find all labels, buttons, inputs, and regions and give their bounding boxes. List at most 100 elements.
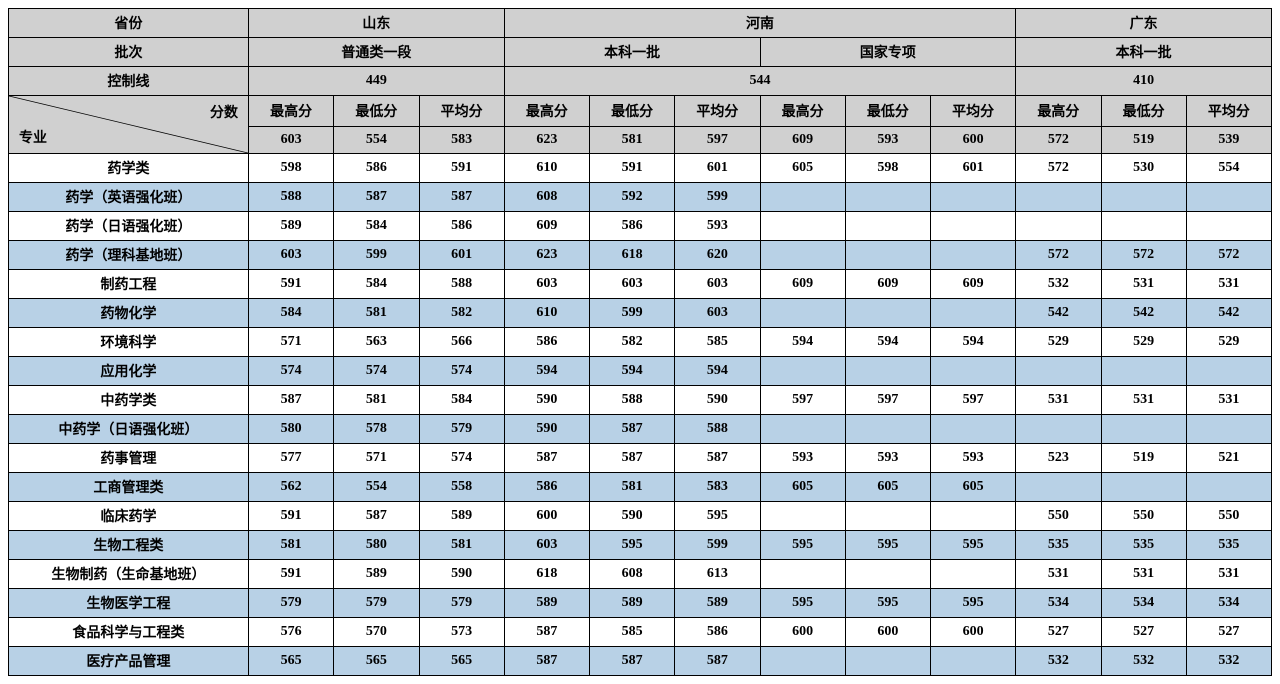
batch-label: 批次 (9, 38, 249, 67)
score-cell: 593 (845, 444, 930, 473)
score-cell: 586 (675, 618, 760, 647)
score-cell: 595 (931, 589, 1016, 618)
score-cell: 554 (1186, 154, 1271, 183)
col-sd-max: 最高分 (249, 96, 334, 127)
score-cell: 572 (1186, 241, 1271, 270)
score-cell (760, 502, 845, 531)
score-cell: 527 (1016, 618, 1101, 647)
score-cell: 531 (1186, 386, 1271, 415)
score-cell: 591 (419, 154, 504, 183)
score-cell: 566 (419, 328, 504, 357)
score-cell: 574 (419, 357, 504, 386)
score-cell: 608 (504, 183, 589, 212)
score-cell: 586 (419, 212, 504, 241)
score-cell: 608 (590, 560, 675, 589)
score-cell (1101, 415, 1186, 444)
score-cell: 572 (1016, 241, 1101, 270)
score-cell (845, 415, 930, 444)
score-cell: 586 (504, 328, 589, 357)
province-gd: 广东 (1016, 9, 1272, 38)
batch-hn2: 国家专项 (760, 38, 1016, 67)
score-cell: 576 (249, 618, 334, 647)
score-cell: 595 (845, 531, 930, 560)
score-cell (760, 357, 845, 386)
score-cell (760, 241, 845, 270)
score-cell: 597 (845, 386, 930, 415)
score-cell (931, 299, 1016, 328)
table-row: 生物工程类58158058160359559959559559553553553… (9, 531, 1272, 560)
score-cell: 589 (419, 502, 504, 531)
score-cell: 579 (419, 415, 504, 444)
col-hn2-avg: 平均分 (931, 96, 1016, 127)
score-cell: 588 (249, 183, 334, 212)
score-cell (845, 647, 930, 676)
score-cell: 587 (504, 647, 589, 676)
control-label: 控制线 (9, 67, 249, 96)
score-cell: 581 (334, 299, 419, 328)
table-row: 医疗产品管理565565565587587587532532532 (9, 647, 1272, 676)
score-cell: 582 (419, 299, 504, 328)
score-cell: 584 (249, 299, 334, 328)
score-cell: 572 (1016, 154, 1101, 183)
score-cell: 529 (1016, 328, 1101, 357)
score-cell (1101, 183, 1186, 212)
score-cell (1186, 212, 1271, 241)
score-cell: 535 (1186, 531, 1271, 560)
score-cell: 579 (249, 589, 334, 618)
score-cell (760, 212, 845, 241)
score-cell: 594 (760, 328, 845, 357)
admission-scores-table: 省份 山东 河南 广东 批次 普通类一段 本科一批 国家专项 本科一批 控制线 … (8, 8, 1272, 676)
score-cell: 531 (1016, 386, 1101, 415)
score-cell (845, 183, 930, 212)
score-cell: 532 (1016, 647, 1101, 676)
score-cell: 530 (1101, 154, 1186, 183)
score-cell (760, 183, 845, 212)
score-cell: 589 (590, 589, 675, 618)
score-cell: 588 (590, 386, 675, 415)
score-cell: 531 (1101, 270, 1186, 299)
score-cell: 589 (675, 589, 760, 618)
score-cell: 595 (675, 502, 760, 531)
major-name: 工商管理类 (9, 473, 249, 502)
major-name: 食品科学与工程类 (9, 618, 249, 647)
score-cell: 531 (1101, 386, 1186, 415)
score-cell: 565 (249, 647, 334, 676)
table-row: 应用化学574574574594594594 (9, 357, 1272, 386)
score-cell: 562 (249, 473, 334, 502)
score-cell: 600 (931, 618, 1016, 647)
score-cell: 600 (845, 618, 930, 647)
score-cell (1016, 212, 1101, 241)
score-cell: 593 (931, 444, 1016, 473)
score-cell: 584 (419, 386, 504, 415)
major-name: 生物医学工程 (9, 589, 249, 618)
score-cell: 578 (334, 415, 419, 444)
col-sd-avg: 平均分 (419, 96, 504, 127)
score-cell: 586 (590, 212, 675, 241)
col-gd-min: 最低分 (1101, 96, 1186, 127)
score-cell: 598 (845, 154, 930, 183)
score-cell (760, 647, 845, 676)
province-hn: 河南 (504, 9, 1016, 38)
table-row: 制药工程591584588603603603609609609532531531 (9, 270, 1272, 299)
major-name: 生物工程类 (9, 531, 249, 560)
score-cell: 609 (931, 270, 1016, 299)
col-gd-max: 最高分 (1016, 96, 1101, 127)
score-cell: 609 (845, 270, 930, 299)
score-cell: 582 (590, 328, 675, 357)
score-cell: 590 (590, 502, 675, 531)
score-cell: 579 (419, 589, 504, 618)
score-cell: 531 (1186, 560, 1271, 589)
col-hn2-min: 最低分 (845, 96, 930, 127)
score-cell: 531 (1186, 270, 1271, 299)
score-cell: 591 (590, 154, 675, 183)
score-cell: 603 (504, 531, 589, 560)
score-cell: 595 (760, 589, 845, 618)
score-cell: 591 (249, 502, 334, 531)
score-cell: 571 (334, 444, 419, 473)
score-cell: 587 (249, 386, 334, 415)
major-name: 生物制药（生命基地班） (9, 560, 249, 589)
score-cell: 542 (1101, 299, 1186, 328)
score-cell: 590 (419, 560, 504, 589)
score-cell: 593 (760, 444, 845, 473)
score-cell: 594 (590, 357, 675, 386)
